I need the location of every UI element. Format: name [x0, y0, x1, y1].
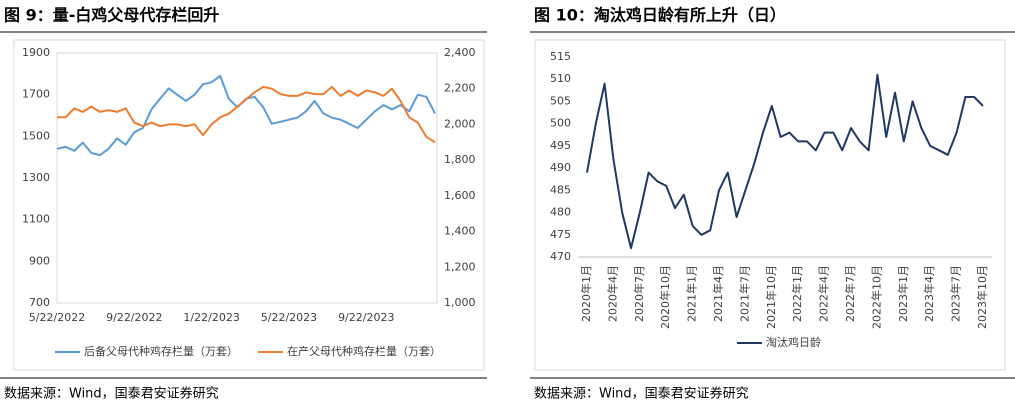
x-tick-label: 2020年1月 [579, 265, 593, 322]
x-tick-label: 2021年10月 [764, 265, 778, 329]
series-line [57, 85, 436, 144]
x-tick-label: 9/22/2023 [338, 311, 394, 324]
source-note: 数据来源：Wind，国泰君安证券研究 [534, 386, 749, 402]
y-tick-label: 480 [550, 206, 571, 219]
y-tick-label: 1900 [22, 46, 50, 59]
x-tick-label: 2022年10月 [869, 265, 883, 329]
x-tick-label: 2020年10月 [658, 265, 672, 329]
y2-tick-label: 1,000 [444, 296, 476, 309]
y-tick-label: 490 [550, 161, 571, 174]
x-tick-label: 2021年1月 [685, 265, 699, 322]
y2-tick-label: 1,800 [444, 153, 476, 166]
x-tick-label: 2023年7月 [949, 265, 963, 322]
y-tick-label: 495 [550, 139, 571, 152]
x-tick-label: 2020年4月 [605, 265, 619, 322]
series-line [586, 73, 984, 250]
y2-tick-label: 1,200 [444, 260, 476, 273]
source-note: 数据来源：Wind，国泰君安证券研究 [4, 386, 219, 402]
chart-frame [13, 39, 485, 371]
x-tick-label: 2021年7月 [737, 265, 751, 322]
legend-label: 后备父母代种鸡存栏量（万套） [84, 344, 238, 358]
x-tick-label: 2023年4月 [922, 265, 936, 322]
x-tick-label: 5/22/2022 [29, 311, 85, 324]
y-tick-label: 1500 [22, 129, 50, 142]
series-line [56, 74, 436, 157]
x-tick-label: 1/22/2023 [183, 311, 239, 324]
y-tick-label: 1100 [22, 213, 50, 226]
x-tick-label: 2023年1月 [896, 265, 910, 322]
x-tick-label: 2022年1月 [790, 265, 804, 322]
y-tick-label: 1300 [22, 171, 50, 184]
x-tick-label: 2020年7月 [632, 265, 646, 322]
y2-tick-label: 1,400 [444, 225, 476, 238]
y-tick-label: 475 [550, 228, 571, 241]
y-tick-label: 900 [29, 254, 50, 267]
x-tick-label: 5/22/2023 [261, 311, 317, 324]
y-tick-label: 510 [550, 72, 571, 85]
y-tick-label: 700 [29, 296, 50, 309]
y-tick-label: 485 [550, 183, 571, 196]
x-tick-label: 2022年4月 [817, 265, 831, 322]
legend-label: 在产父母代种鸡存栏量（万套） [287, 344, 441, 358]
y-tick-label: 515 [550, 50, 571, 63]
y2-tick-label: 2,200 [444, 82, 476, 95]
y-tick-label: 500 [550, 117, 571, 130]
y2-tick-label: 1,600 [444, 189, 476, 202]
y-tick-label: 505 [550, 94, 571, 107]
y-tick-label: 470 [550, 250, 571, 263]
x-tick-label: 2023年10月 [975, 265, 989, 329]
y2-tick-label: 2,000 [444, 117, 476, 130]
plot-frame [56, 52, 438, 304]
legend-label: 淘汰鸡日龄 [766, 335, 821, 349]
chart-title: 图 10：淘汰鸡日龄有所上升（日） [534, 6, 786, 25]
y2-tick-label: 2,400 [444, 46, 476, 59]
chart-frame [534, 39, 1006, 371]
chart-title: 图 9：量-白鸡父母代存栏回升 [4, 6, 219, 25]
y-tick-label: 1700 [22, 88, 50, 101]
x-tick-label: 2021年4月 [711, 265, 725, 322]
x-tick-label: 9/22/2022 [106, 311, 162, 324]
x-tick-label: 2022年7月 [843, 265, 857, 322]
